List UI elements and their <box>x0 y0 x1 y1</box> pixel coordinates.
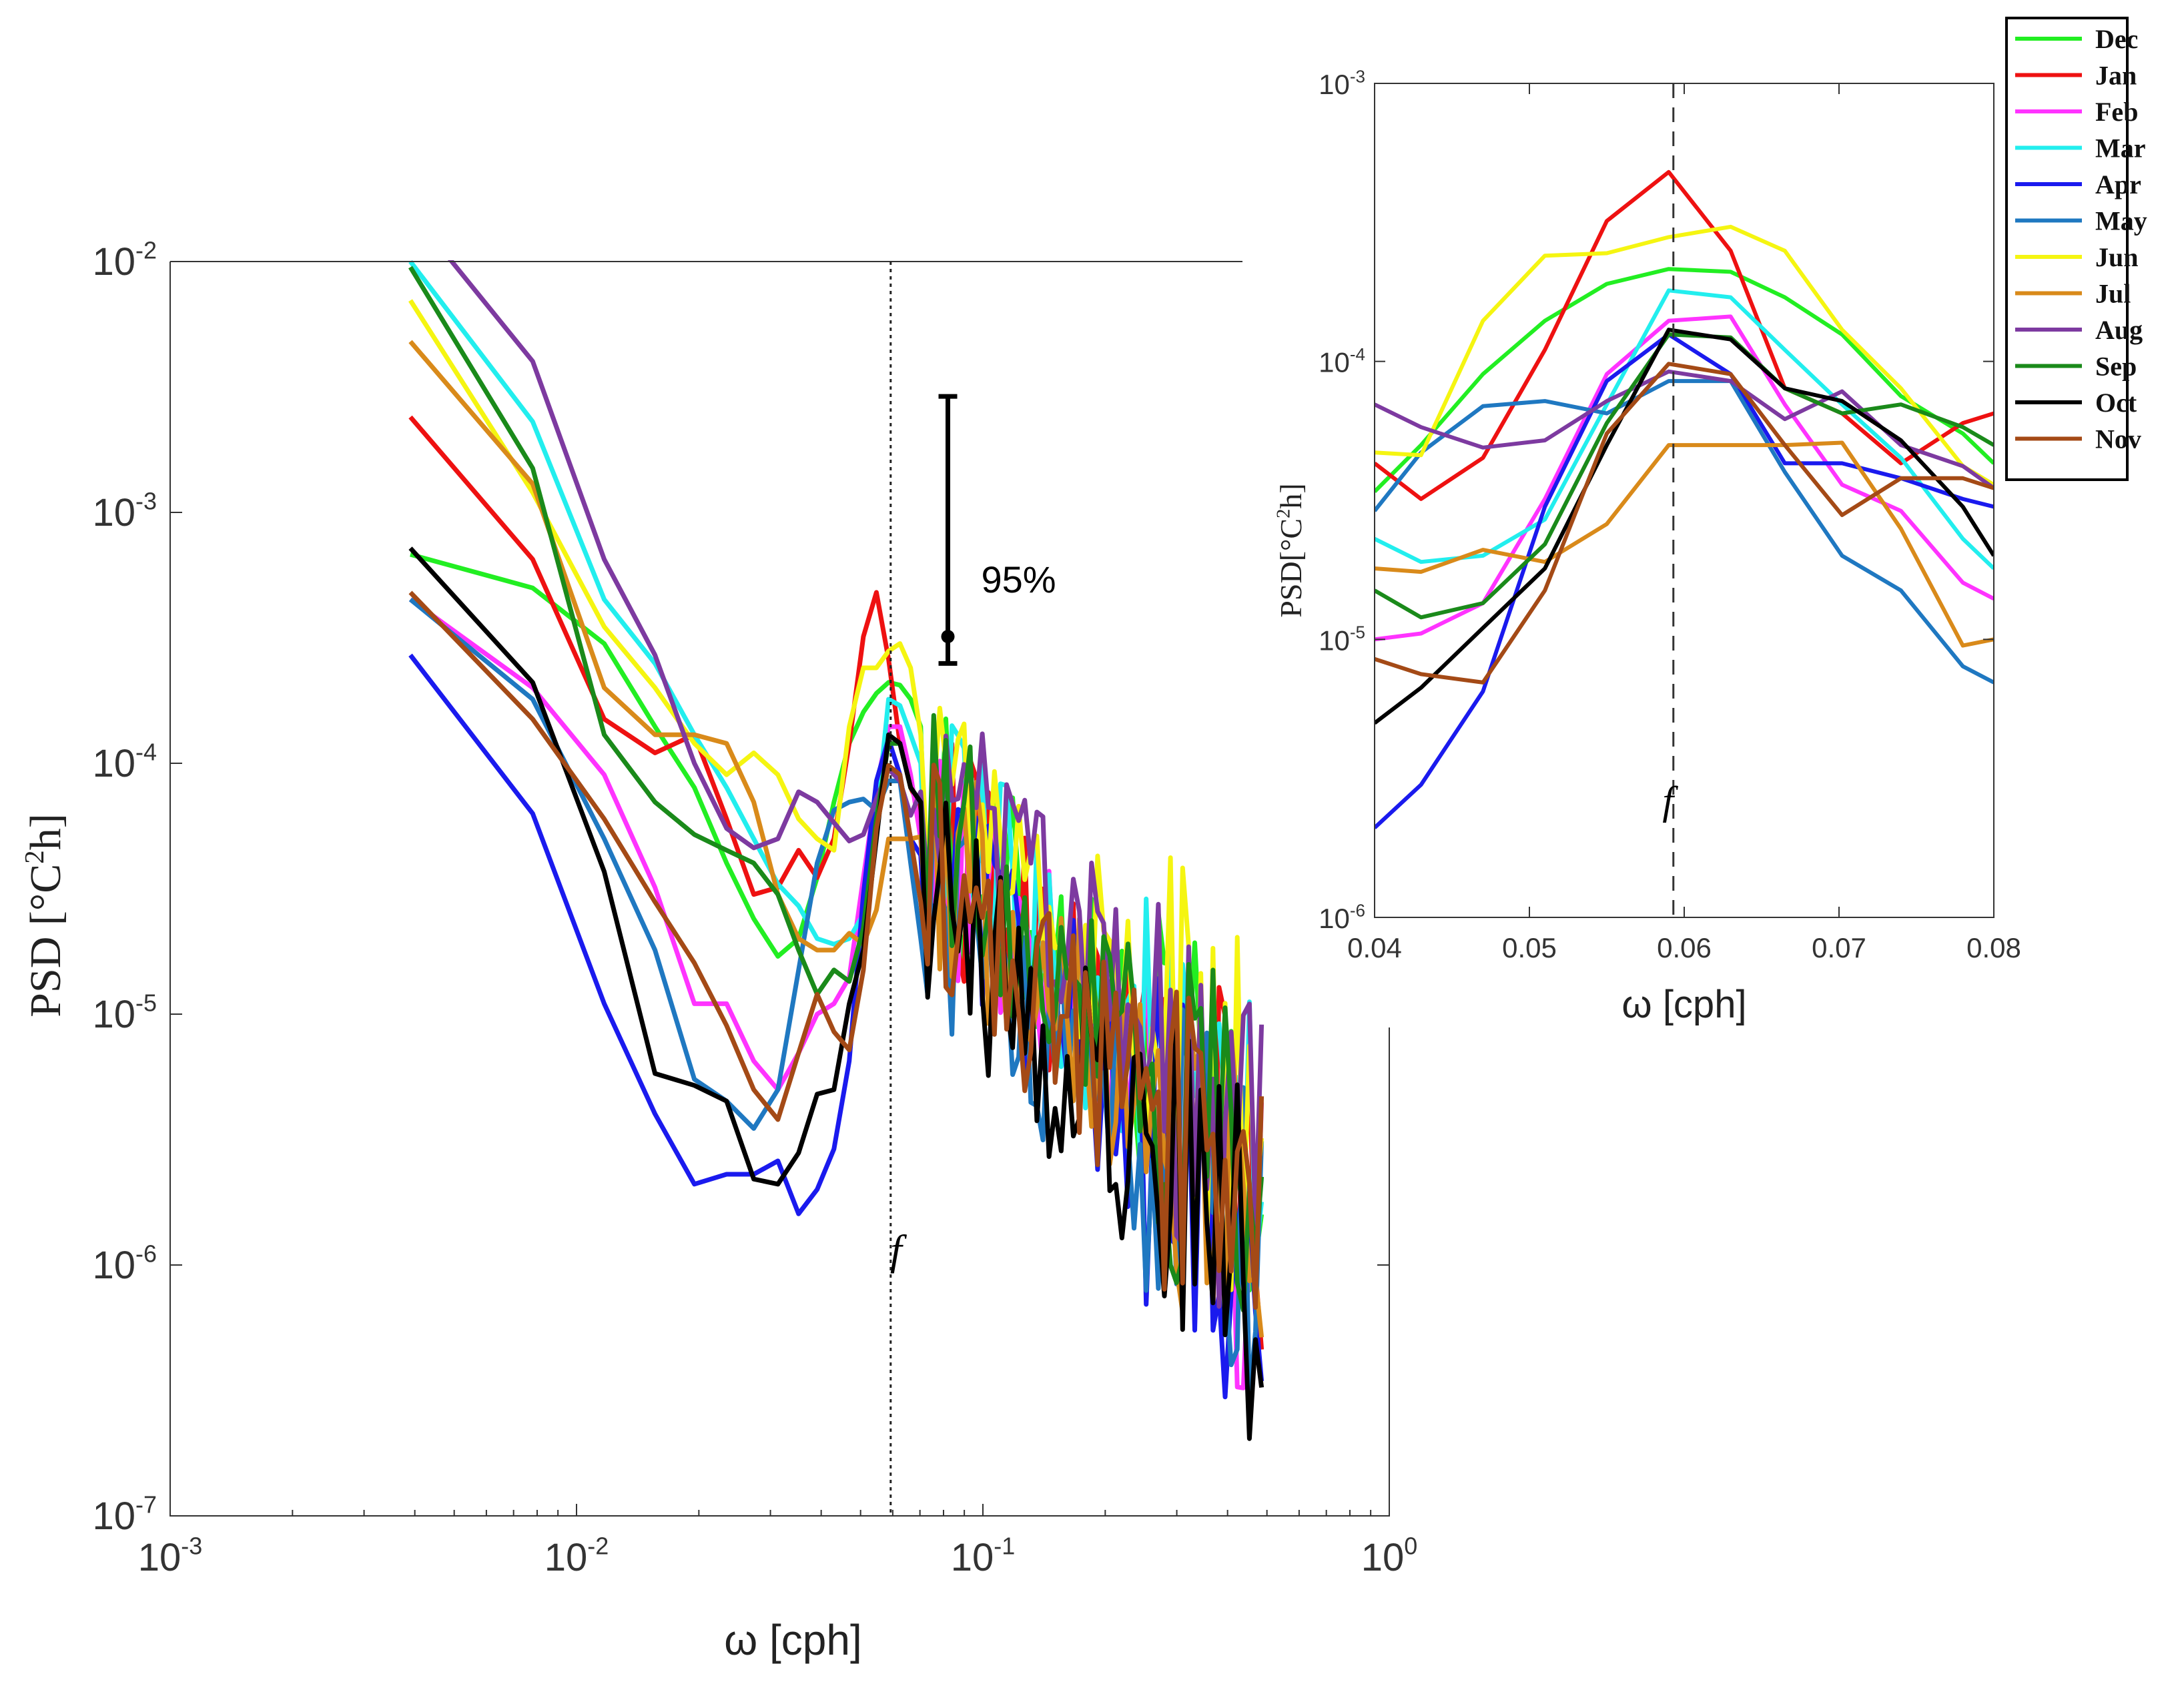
inset-y-tick-label: 10-3 <box>1319 66 1365 100</box>
main-y-tick-label: 10-6 <box>93 1240 157 1287</box>
inset-series-feb <box>1375 314 1994 642</box>
main-y-tick-label: 10-4 <box>93 739 157 785</box>
legend-label: May <box>2095 206 2147 236</box>
inset-series-nov <box>1375 362 1994 685</box>
legend: Dec Jan Feb Mar Apr May Jun Jul Aug Sep Oct Nov <box>2005 17 2147 481</box>
legend-item-aug: Aug <box>2015 315 2143 345</box>
inset-series-jul <box>1375 440 1994 648</box>
legend-label: Sep <box>2095 352 2137 382</box>
main-x-tick-label: 10-1 <box>951 1533 1015 1579</box>
inset-series-jan <box>1375 169 1994 501</box>
main-y-tick-label: 10-2 <box>93 237 157 284</box>
legend-label: Mar <box>2095 133 2146 163</box>
inset-y-tick-label: 10-5 <box>1319 622 1365 657</box>
legend-label: Dec <box>2095 24 2138 54</box>
inset-series-apr <box>1375 332 1994 829</box>
main-x-tick-label: 100 <box>1361 1533 1418 1579</box>
main-series-group <box>408 260 1264 1441</box>
legend-label: Nov <box>2095 424 2141 454</box>
legend-label: Feb <box>2095 97 2138 127</box>
inset-y-tick-label: 10-6 <box>1319 900 1365 934</box>
inset-series-jun <box>1375 224 1994 487</box>
main-y-tick-label: 10-3 <box>93 488 157 534</box>
legend-label: Jan <box>2095 61 2137 91</box>
inset-series-may <box>1375 379 1994 685</box>
confidence-bar <box>938 394 958 666</box>
main-series-jun <box>408 299 1264 1292</box>
legend-item-may: May <box>2015 206 2147 236</box>
main-y-axis-label: PSD [°C2h] <box>19 813 70 1017</box>
legend-item-oct: Oct <box>2015 388 2137 418</box>
legend-label: Aug <box>2095 315 2143 345</box>
main-axes-frame <box>169 261 1390 1517</box>
legend-label: Jul <box>2095 279 2131 309</box>
inset-x-tick-label: 0.06 <box>1657 932 1712 963</box>
legend-item-apr: Apr <box>2015 169 2141 199</box>
legend-label: Jun <box>2095 242 2139 272</box>
main-x-tick-label: 10-3 <box>138 1533 202 1579</box>
legend-item-jun: Jun <box>2015 242 2139 272</box>
inset-x-axis-label: ω [cph] <box>1621 983 1746 1026</box>
legend-item-jul: Jul <box>2015 279 2131 309</box>
legend-label: Oct <box>2095 388 2137 418</box>
inset-series-oct <box>1375 328 1994 725</box>
inset-x-tick-label: 0.08 <box>1966 932 2021 963</box>
main-series-nov <box>408 590 1264 1310</box>
inset-y-axis-label: PSD[°C2h] <box>1274 483 1308 617</box>
legend-label: Apr <box>2095 169 2141 199</box>
inset-series-group <box>1375 169 1994 829</box>
main-x-tick-label: 10-2 <box>544 1533 609 1579</box>
inset-x-tick-label: 0.04 <box>1347 932 1402 963</box>
inset-y-tick-label: 10-4 <box>1319 344 1365 378</box>
legend-item-nov: Nov <box>2015 424 2141 454</box>
main-y-tick-label: 10-7 <box>93 1491 157 1538</box>
main-ticks: 10-3 10-2 10-1 100 10-7 10-6 10-5 10-4 10-3 10-2 <box>93 237 1418 1579</box>
inset-series-mar <box>1375 288 1994 570</box>
legend-item-mar: Mar <box>2015 133 2146 163</box>
inset-ticks: 0.04 0.05 0.06 0.07 0.08 10-6 10-5 10-4 10-3 <box>1319 66 2021 963</box>
inset-x-tick-label: 0.07 <box>1812 932 1866 963</box>
main-y-tick-label: 10-5 <box>93 989 157 1036</box>
inset-x-tick-label: 0.05 <box>1502 932 1557 963</box>
confidence-label: 95% <box>982 558 1056 600</box>
main-plot: 10-3 10-2 10-1 10010-710-610-510-410-310-2 … <box>19 237 1418 1664</box>
legend-item-jan: Jan <box>2015 61 2137 91</box>
legend-item-feb: Feb <box>2015 97 2138 127</box>
legend-item-sep: Sep <box>2015 352 2137 382</box>
main-x-axis-label: ω [cph] <box>724 1616 862 1664</box>
legend-item-dec: Dec <box>2015 24 2138 54</box>
